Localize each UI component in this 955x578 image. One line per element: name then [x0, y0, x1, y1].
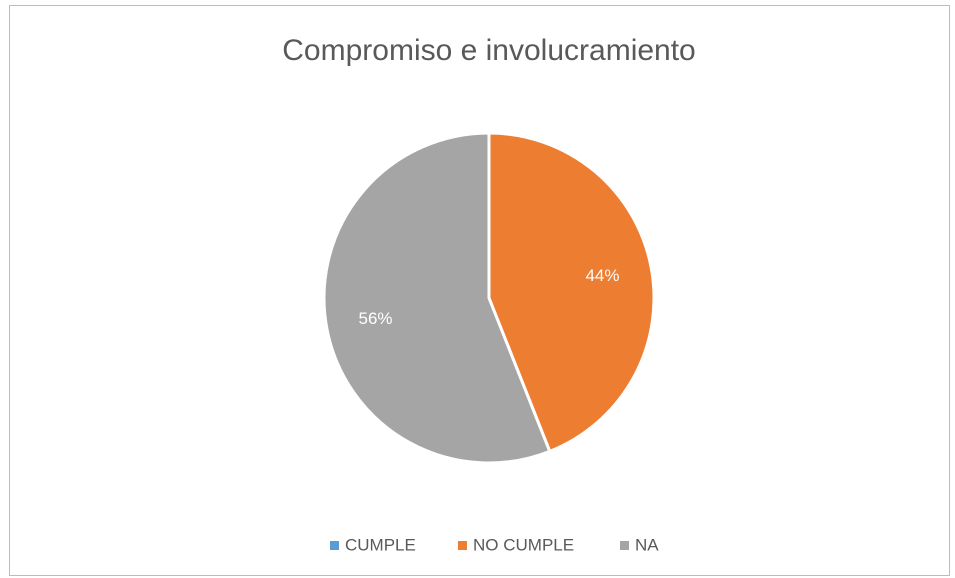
- legend-swatch: [330, 541, 339, 550]
- chart-title: Compromiso e involucramiento: [282, 34, 696, 67]
- data-label: 44%: [585, 266, 619, 285]
- legend-label: CUMPLE: [345, 535, 416, 554]
- data-label: 56%: [359, 309, 393, 328]
- pie-slice: [322, 131, 552, 465]
- legend-swatch: [458, 541, 467, 550]
- legend-swatch: [620, 541, 629, 550]
- pie-slice: [487, 131, 656, 454]
- legend-label: NO CUMPLE: [473, 535, 574, 554]
- legend-label: NA: [635, 535, 659, 554]
